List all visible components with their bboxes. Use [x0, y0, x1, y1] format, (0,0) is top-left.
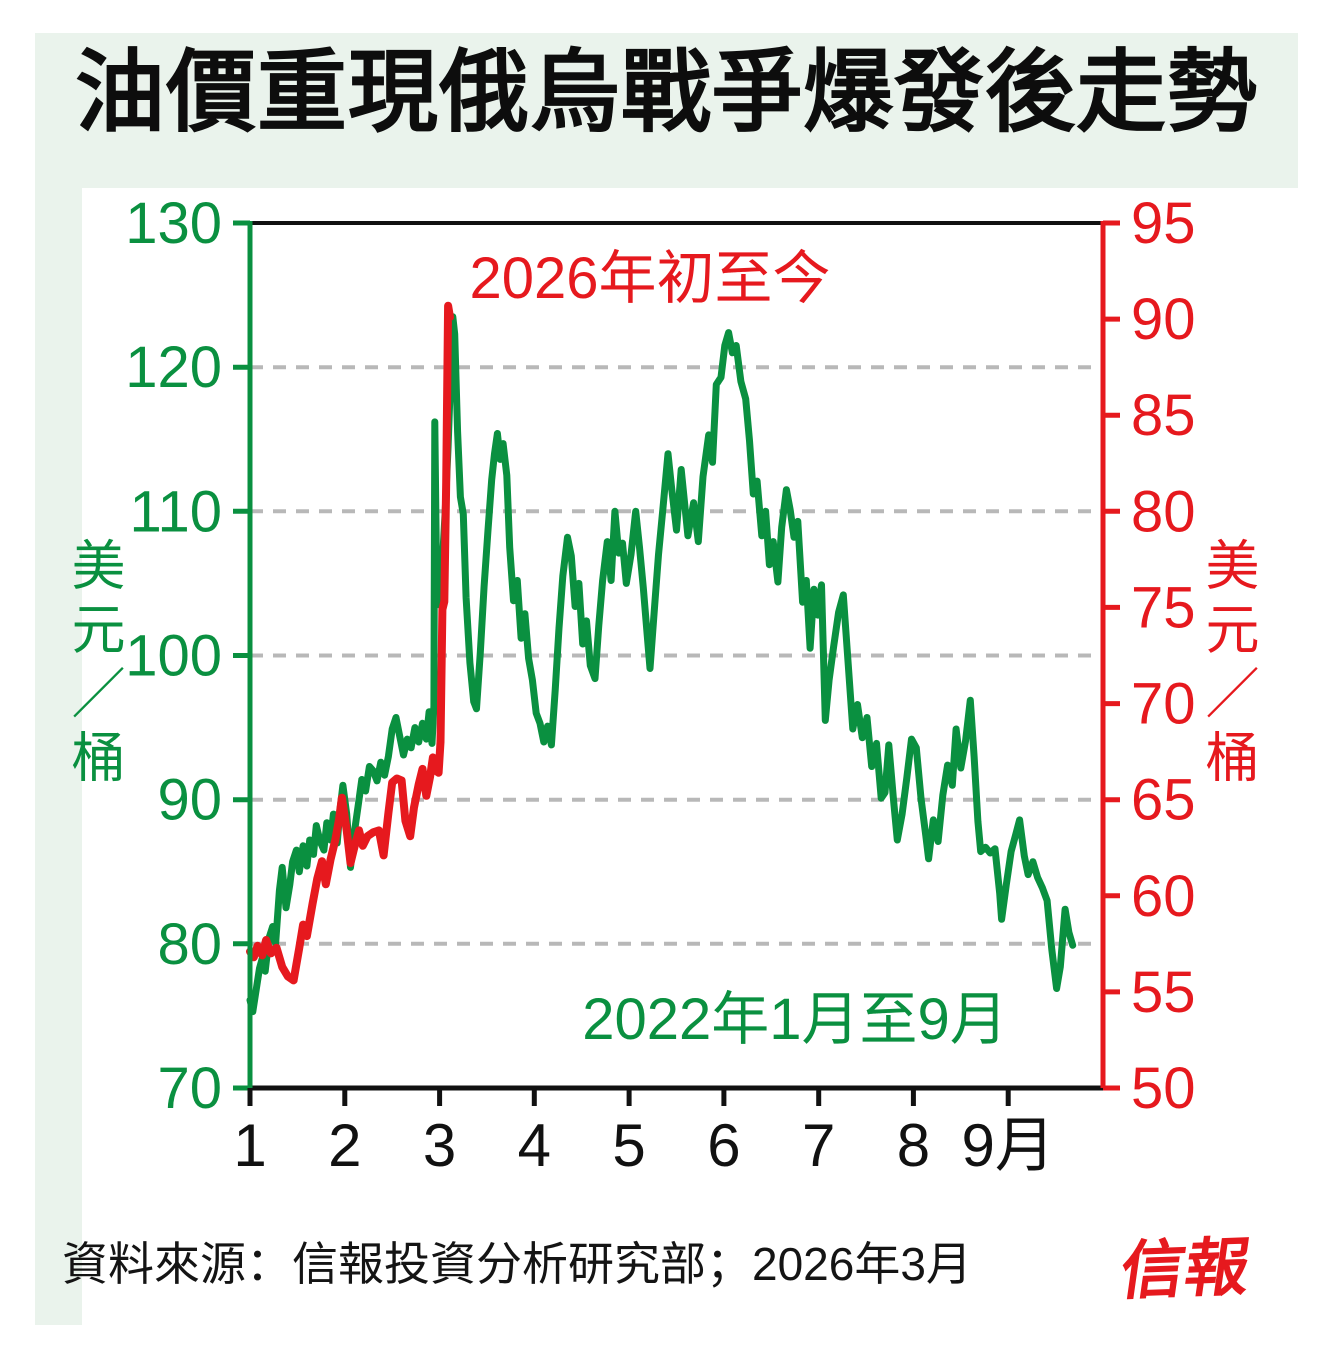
x-axis-tick-label: 5	[612, 1112, 645, 1179]
x-axis-tick-label: 4	[518, 1112, 551, 1179]
left-axis-tick-label: 70	[157, 1056, 222, 1121]
left-axis-tick-label: 90	[157, 768, 222, 833]
x-axis-tick-label: 6	[707, 1112, 740, 1179]
right-axis-tick-label: 70	[1131, 672, 1196, 737]
x-axis-tick-label: 2	[328, 1112, 361, 1179]
right-axis-tick-label: 60	[1131, 864, 1196, 929]
page-title: 油價重現俄烏戰爭爆發後走勢	[75, 43, 1258, 143]
x-axis-tick-label: 9月	[962, 1112, 1055, 1179]
red-series-annotation: 2026年初至今	[469, 246, 831, 311]
hkej-logo: 信報	[1115, 1229, 1255, 1310]
right-axis-title: 美元／桶	[1197, 537, 1257, 793]
right-axis-tick-label: 75	[1131, 575, 1196, 640]
x-axis-tick-label: 8	[897, 1112, 930, 1179]
left-axis-title: 美元／桶	[63, 537, 123, 793]
right-axis-tick-label: 90	[1131, 287, 1196, 352]
x-axis-tick-label: 3	[423, 1112, 456, 1179]
left-axis-tick-label: 120	[125, 335, 222, 400]
right-axis-tick-label: 65	[1131, 768, 1196, 833]
x-axis-tick-label: 1	[233, 1112, 266, 1179]
chart-panel	[82, 188, 1322, 1344]
right-axis-tick-label: 80	[1131, 479, 1196, 544]
series-line-2026	[246, 301, 454, 985]
left-axis-tick-label: 80	[157, 912, 222, 977]
chart-card	[35, 33, 1322, 1344]
green-series-annotation: 2022年1月至9月	[582, 987, 1008, 1052]
x-axis-tick-label: 7	[802, 1112, 835, 1179]
source-note: 資料來源：信報投資分析研究部；2026年3月	[62, 1238, 972, 1290]
right-axis-tick-label: 85	[1131, 383, 1196, 448]
series-line-2022	[246, 313, 1077, 1016]
left-axis-tick-label: 130	[125, 191, 222, 256]
right-axis-tick-label: 95	[1131, 191, 1196, 256]
right-axis-tick-label: 55	[1131, 960, 1196, 1025]
right-axis-tick-label: 50	[1131, 1056, 1196, 1121]
left-axis-tick-label: 100	[125, 624, 222, 689]
left-axis-tick-label: 110	[130, 479, 222, 544]
